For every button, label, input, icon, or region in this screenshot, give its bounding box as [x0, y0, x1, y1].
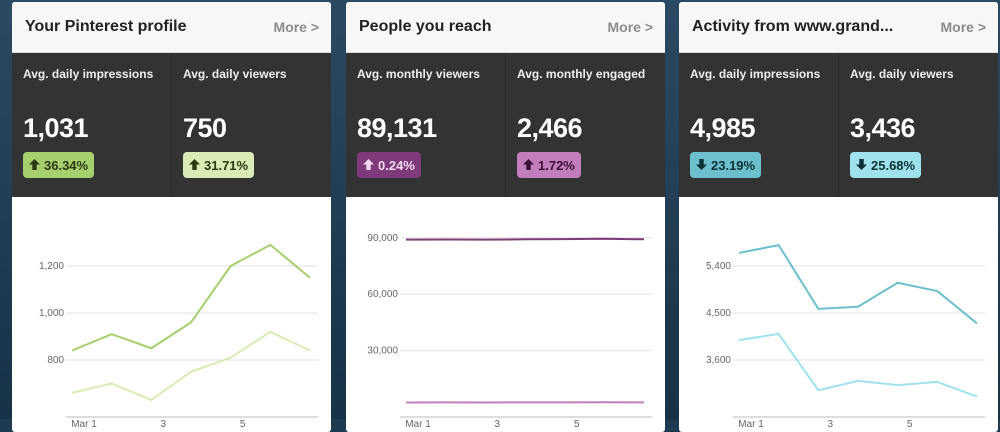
stat-value: 1,031	[23, 113, 160, 144]
change-value: 31.71%	[204, 158, 248, 173]
y-tick-label: 90,000	[367, 233, 398, 244]
website-activity-card: Activity from www.grand... More > Avg. d…	[679, 2, 998, 432]
series-line	[739, 245, 977, 323]
y-tick-label: 1,000	[39, 308, 64, 319]
chart-svg: 800 1,000 1,200 Mar 1 3 5	[12, 197, 331, 427]
x-tick-label: 5	[907, 419, 913, 427]
line-chart: 3,600 4,500 5,400 Mar 1 3 5	[679, 197, 998, 427]
stat-avg-monthly-engaged: Avg. monthly engaged 2,466 1.72%	[505, 53, 665, 197]
stat-label: Avg. daily viewers	[850, 67, 987, 99]
arrow-up-icon	[29, 158, 40, 173]
people-you-reach-card: People you reach More > Avg. monthly vie…	[346, 2, 665, 432]
stat-value: 4,985	[690, 113, 827, 144]
stats-panel: Avg. monthly viewers 89,131 0.24% Avg. m…	[346, 53, 665, 197]
change-badge: 31.71%	[183, 152, 254, 178]
arrow-up-icon	[189, 158, 200, 173]
change-badge: 23.19%	[690, 152, 761, 178]
change-value: 36.34%	[44, 158, 88, 173]
x-tick-label: Mar 1	[738, 419, 764, 427]
stat-value: 89,131	[357, 113, 494, 144]
card-header: Activity from www.grand... More >	[679, 2, 998, 53]
card-title: People you reach	[359, 18, 492, 36]
stat-avg-daily-viewers: Avg. daily viewers 750 31.71%	[171, 53, 331, 197]
chart-svg: 3,600 4,500 5,400 Mar 1 3 5	[679, 197, 998, 427]
arrow-down-icon	[696, 158, 707, 173]
change-value: 0.24%	[378, 158, 415, 173]
y-tick-label: 30,000	[367, 346, 398, 357]
chart-svg: 30,000 60,000 90,000 Mar 1 3 5	[346, 197, 665, 427]
more-link[interactable]: More >	[273, 19, 319, 35]
change-badge: 36.34%	[23, 152, 94, 178]
y-tick-label: 1,200	[39, 261, 64, 272]
stat-label: Avg. daily impressions	[690, 67, 827, 99]
stat-avg-daily-impressions: Avg. daily impressions 4,985 23.19%	[679, 53, 838, 197]
x-tick-label: Mar 1	[405, 419, 431, 427]
stat-avg-daily-impressions: Avg. daily impressions 1,031 36.34%	[12, 53, 171, 197]
change-badge: 0.24%	[357, 152, 421, 178]
y-tick-label: 60,000	[367, 289, 398, 300]
stat-value: 750	[183, 113, 320, 144]
stat-label: Avg. daily viewers	[183, 67, 320, 99]
y-tick-label: 5,400	[706, 261, 731, 272]
series-line	[739, 334, 977, 397]
y-tick-label: 4,500	[706, 308, 731, 319]
x-tick-label: 5	[574, 419, 580, 427]
pinterest-profile-card: Your Pinterest profile More > Avg. daily…	[12, 2, 331, 432]
line-chart: 30,000 60,000 90,000 Mar 1 3 5	[346, 197, 665, 427]
stat-label: Avg. daily impressions	[23, 67, 160, 99]
stat-value: 3,436	[850, 113, 987, 144]
change-badge: 25.68%	[850, 152, 921, 178]
y-tick-label: 800	[47, 355, 64, 366]
change-value: 23.19%	[711, 158, 755, 173]
x-tick-label: 3	[495, 419, 501, 427]
stats-panel: Avg. daily impressions 4,985 23.19% Avg.…	[679, 53, 998, 197]
arrow-down-icon	[856, 158, 867, 173]
series-line	[72, 332, 310, 400]
x-tick-label: 5	[240, 419, 246, 427]
stats-panel: Avg. daily impressions 1,031 36.34% Avg.…	[12, 53, 331, 197]
card-header: Your Pinterest profile More >	[12, 2, 331, 53]
more-link[interactable]: More >	[607, 19, 653, 35]
change-badge: 1.72%	[517, 152, 581, 178]
y-tick-label: 3,600	[706, 355, 731, 366]
stat-avg-daily-viewers: Avg. daily viewers 3,436 25.68%	[838, 53, 998, 197]
x-tick-label: 3	[828, 419, 834, 427]
card-title: Your Pinterest profile	[25, 18, 187, 36]
x-tick-label: Mar 1	[71, 419, 97, 427]
series-line	[406, 239, 644, 240]
x-tick-label: 3	[161, 419, 167, 427]
stat-label: Avg. monthly viewers	[357, 67, 494, 99]
line-chart: 800 1,000 1,200 Mar 1 3 5	[12, 197, 331, 427]
change-value: 25.68%	[871, 158, 915, 173]
arrow-up-icon	[363, 158, 374, 173]
card-title: Activity from www.grand...	[692, 18, 893, 36]
stat-value: 2,466	[517, 113, 654, 144]
stat-avg-monthly-viewers: Avg. monthly viewers 89,131 0.24%	[346, 53, 505, 197]
arrow-up-icon	[523, 158, 534, 173]
change-value: 1.72%	[538, 158, 575, 173]
more-link[interactable]: More >	[940, 19, 986, 35]
card-header: People you reach More >	[346, 2, 665, 53]
stat-label: Avg. monthly engaged	[517, 67, 654, 99]
